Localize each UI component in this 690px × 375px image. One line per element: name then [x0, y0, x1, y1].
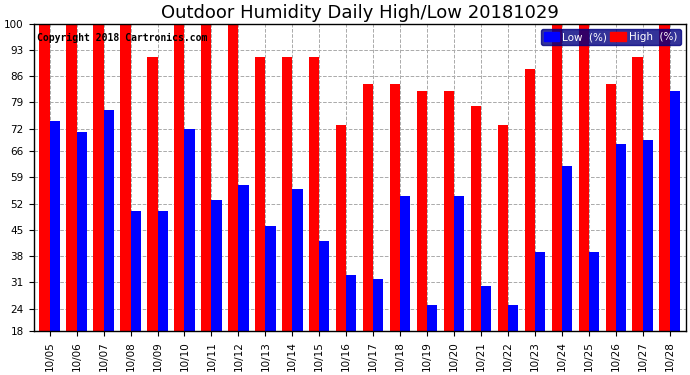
Bar — [660, 24, 670, 331]
Legend: Low  (%), High  (%): Low (%), High (%) — [540, 29, 680, 45]
Bar — [255, 57, 266, 331]
Bar — [390, 84, 400, 331]
Bar — [562, 166, 572, 331]
Bar — [174, 24, 184, 331]
Bar — [346, 275, 357, 331]
Bar — [633, 57, 642, 331]
Bar — [228, 24, 238, 331]
Title: Outdoor Humidity Daily High/Low 20181029: Outdoor Humidity Daily High/Low 20181029 — [161, 4, 559, 22]
Bar — [293, 189, 302, 331]
Bar — [524, 69, 535, 331]
Bar — [319, 241, 330, 331]
Bar — [417, 91, 427, 331]
Bar — [201, 24, 211, 331]
Bar — [535, 252, 545, 331]
Bar — [551, 24, 562, 331]
Bar — [400, 196, 411, 331]
Bar — [508, 305, 518, 331]
Bar — [589, 252, 599, 331]
Bar — [238, 185, 248, 331]
Bar — [642, 140, 653, 331]
Bar — [497, 125, 508, 331]
Bar — [444, 91, 454, 331]
Bar — [120, 24, 130, 331]
Text: Copyright 2018 Cartronics.com: Copyright 2018 Cartronics.com — [37, 33, 207, 43]
Bar — [454, 196, 464, 331]
Bar — [147, 57, 157, 331]
Bar — [282, 57, 293, 331]
Bar — [39, 24, 50, 331]
Bar — [471, 106, 481, 331]
Bar — [615, 144, 626, 331]
Bar — [157, 211, 168, 331]
Bar — [606, 84, 615, 331]
Bar — [93, 24, 104, 331]
Bar — [104, 110, 114, 331]
Bar — [130, 211, 141, 331]
Bar — [66, 24, 77, 331]
Bar — [578, 24, 589, 331]
Bar — [427, 305, 437, 331]
Bar — [481, 286, 491, 331]
Bar — [50, 121, 60, 331]
Bar — [670, 91, 680, 331]
Bar — [363, 84, 373, 331]
Bar — [184, 129, 195, 331]
Bar — [373, 279, 384, 331]
Bar — [211, 200, 221, 331]
Bar — [77, 132, 87, 331]
Bar — [266, 226, 275, 331]
Bar — [336, 125, 346, 331]
Bar — [309, 57, 319, 331]
